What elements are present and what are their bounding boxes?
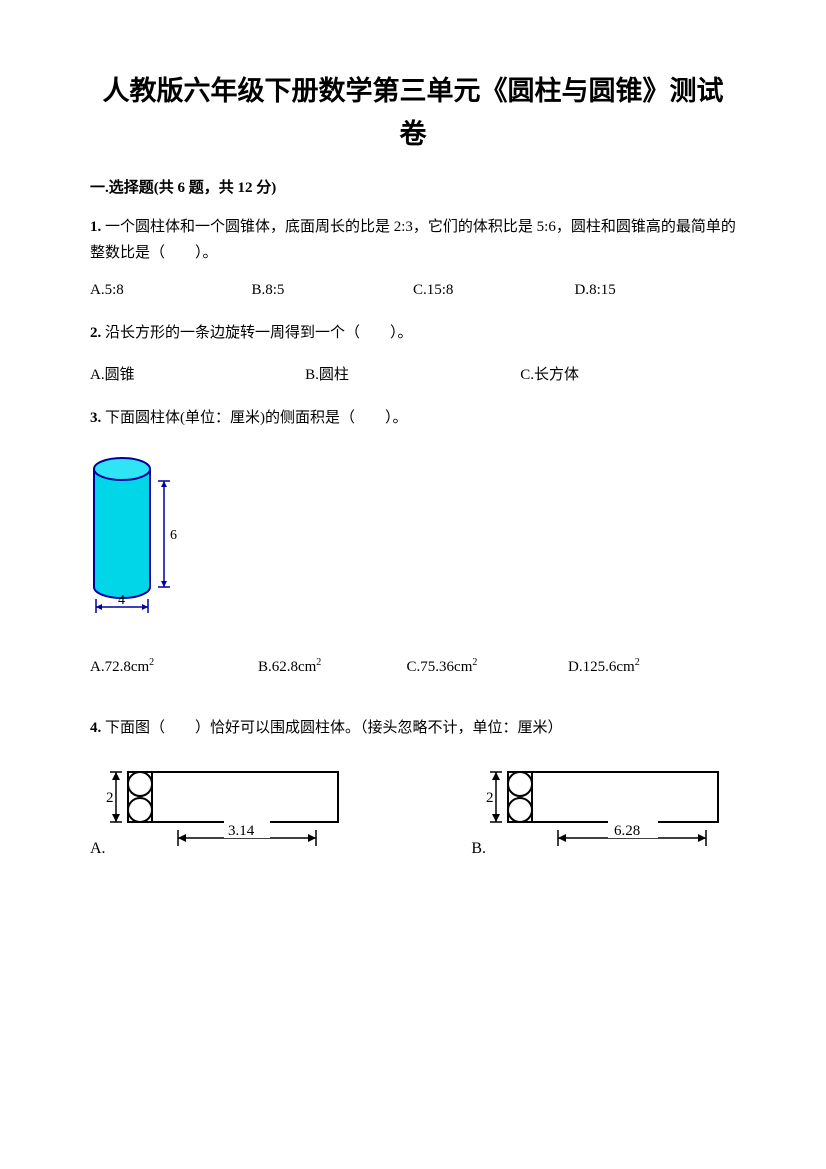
q1-opt-b: B.8:5 bbox=[252, 282, 414, 299]
q1-options: A.5:8 B.8:5 C.15:8 D.8:15 bbox=[90, 282, 736, 299]
q4-label-b: B. bbox=[471, 840, 486, 858]
q2-text: 沿长方形的一条边旋转一周得到一个（ ）。 bbox=[105, 325, 413, 341]
q3-opt-c: C.75.36cm2 bbox=[407, 657, 569, 676]
question-4: 4. 下面图（ ）恰好可以围成圆柱体。（接头忽略不计，单位：厘米） bbox=[90, 716, 736, 742]
page-title: 人教版六年级下册数学第三单元《圆柱与圆锥》测试卷 bbox=[90, 70, 736, 156]
question-1: 1. 一个圆柱体和一个圆锥体，底面周长的比是 2:3，它们的体积比是 5:6，圆… bbox=[90, 215, 736, 266]
svg-text:2: 2 bbox=[486, 790, 494, 806]
q-number: 4. bbox=[90, 720, 101, 736]
section-heading: 一.选择题(共 6 题，共 12 分) bbox=[90, 176, 736, 197]
q4-text: 下面图（ ）恰好可以围成圆柱体。（接头忽略不计，单位：厘米） bbox=[105, 720, 563, 736]
q2-opt-b: B.圆柱 bbox=[305, 363, 520, 384]
question-2: 2. 沿长方形的一条边旋转一周得到一个（ ）。 bbox=[90, 321, 736, 347]
svg-text:3.14: 3.14 bbox=[228, 823, 255, 839]
cylinder-figure: 4 6 bbox=[82, 447, 736, 617]
q1-opt-a: A.5:8 bbox=[90, 282, 252, 299]
q1-opt-c: C.15:8 bbox=[413, 282, 575, 299]
q4-opt-b: B. 2 6.28 bbox=[471, 758, 736, 858]
q3-opt-d: D.125.6cm2 bbox=[568, 657, 736, 676]
svg-text:2: 2 bbox=[106, 790, 114, 806]
q-number: 3. bbox=[90, 410, 101, 426]
q2-opt-a: A.圆锥 bbox=[90, 363, 305, 384]
q2-options: A.圆锥 B.圆柱 C.长方体 bbox=[90, 363, 736, 384]
question-3: 3. 下面圆柱体(单位：厘米)的侧面积是（ ）。 bbox=[90, 406, 736, 432]
q4-label-a: A. bbox=[90, 840, 106, 858]
svg-text:6.28: 6.28 bbox=[614, 823, 640, 839]
q-number: 2. bbox=[90, 325, 101, 341]
q3-text: 下面圆柱体(单位：厘米)的侧面积是（ ）。 bbox=[105, 410, 408, 426]
q-number: 1. bbox=[90, 219, 101, 235]
q1-text: 一个圆柱体和一个圆锥体，底面周长的比是 2:3，它们的体积比是 5:6，圆柱和圆… bbox=[90, 219, 736, 261]
height-dim-label: 6 bbox=[170, 528, 177, 543]
q3-options: A.72.8cm2 B.62.8cm2 C.75.36cm2 D.125.6cm… bbox=[90, 657, 736, 676]
q4-opt-a: A. 2 3.14 3.14 bbox=[90, 758, 356, 858]
width-dim-label: 4 bbox=[118, 593, 125, 608]
q3-opt-b: B.62.8cm2 bbox=[258, 657, 407, 676]
q2-opt-c: C.长方体 bbox=[520, 363, 735, 384]
q3-opt-a: A.72.8cm2 bbox=[90, 657, 258, 676]
q4-figures: A. 2 3.14 3.14 B. bbox=[90, 758, 736, 858]
q1-opt-d: D.8:15 bbox=[575, 282, 737, 299]
